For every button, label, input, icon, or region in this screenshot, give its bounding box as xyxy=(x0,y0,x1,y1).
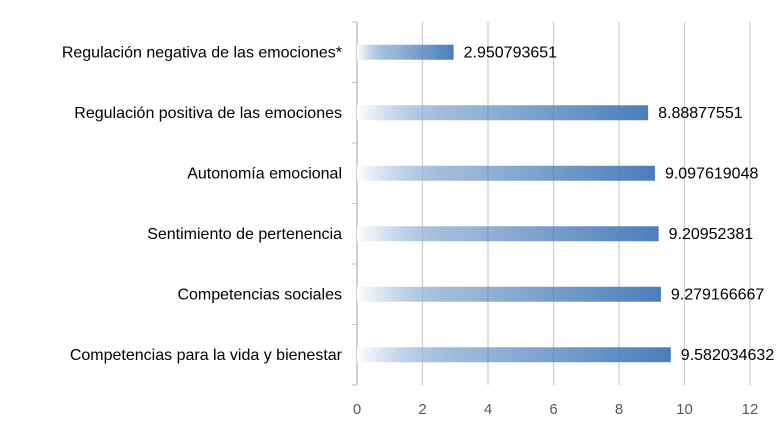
y-tick-label: Competencias sociales xyxy=(177,286,342,303)
data-label: 2.950793651 xyxy=(464,44,558,61)
bar xyxy=(357,105,649,121)
data-label: 8.88877551 xyxy=(658,105,743,122)
x-tick-label: 10 xyxy=(676,401,693,418)
x-tick-label: 8 xyxy=(615,401,623,418)
bar xyxy=(357,226,659,242)
y-tick-label: Regulación positiva de las emociones xyxy=(74,105,342,122)
x-tick-label: 0 xyxy=(353,401,361,418)
x-tick-label: 12 xyxy=(742,401,759,418)
bar xyxy=(357,286,661,302)
y-tick-label: Autonomía emocional xyxy=(187,165,342,182)
y-tick-label: Competencias para la vida y bienestar xyxy=(70,347,343,364)
y-tick-label: Sentimiento de pertenencia xyxy=(147,226,342,243)
x-tick-label: 4 xyxy=(484,401,492,418)
x-tick-label: 6 xyxy=(549,401,557,418)
data-label: 9.279166667 xyxy=(671,286,765,303)
bar xyxy=(357,165,655,181)
bar xyxy=(357,347,671,363)
bar xyxy=(357,44,454,60)
data-label: 9.582034632 xyxy=(681,347,775,364)
y-tick-label: Regulación negativa de las emociones* xyxy=(62,44,342,61)
data-label: 9.097619048 xyxy=(665,165,759,182)
data-label: 9.20952381 xyxy=(669,226,754,243)
x-tick-label: 2 xyxy=(418,401,426,418)
